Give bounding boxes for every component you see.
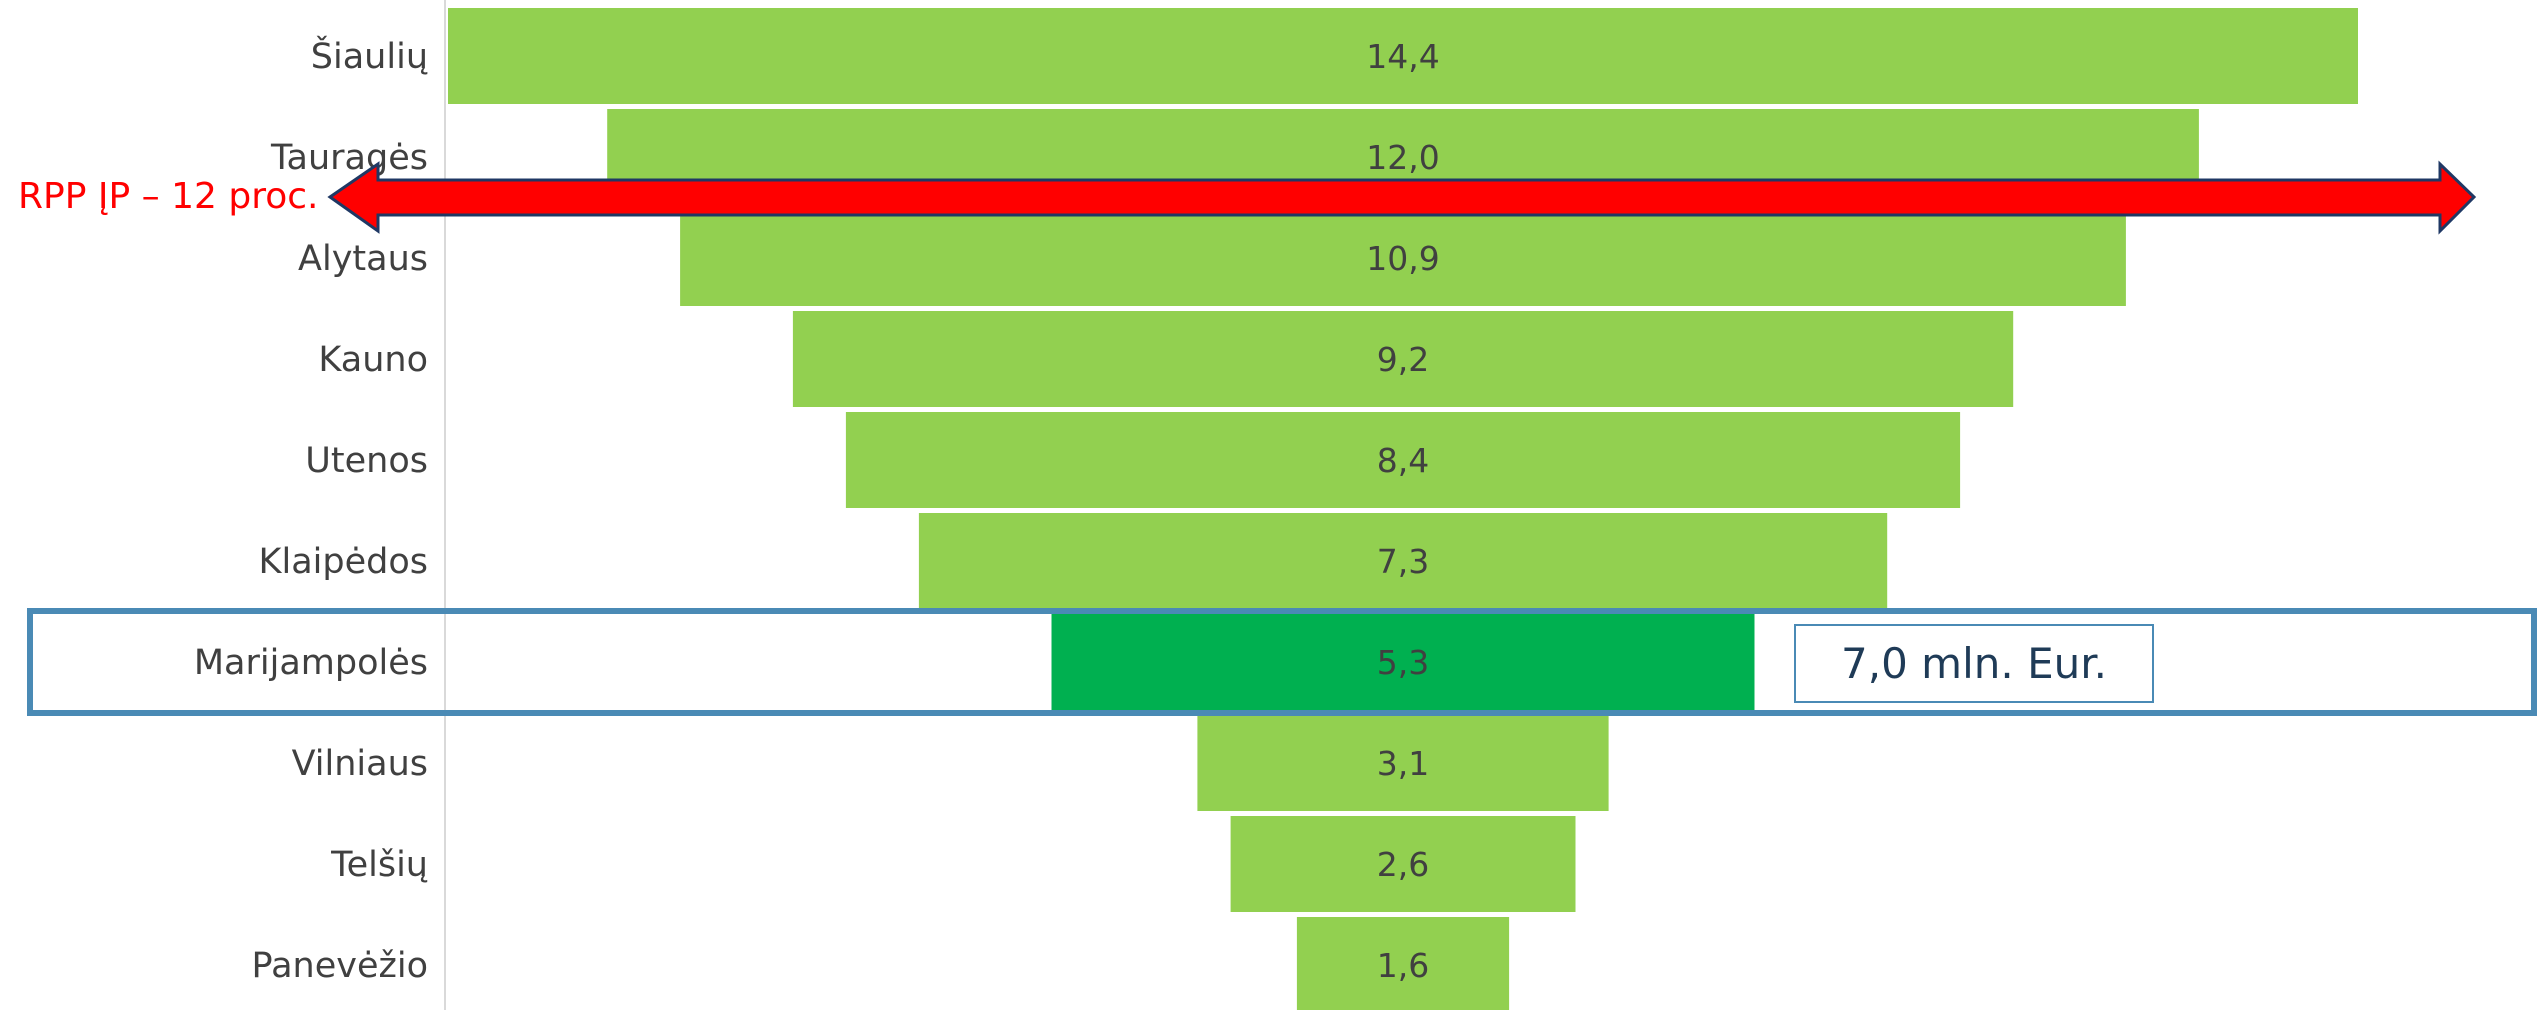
category-label: Utenos	[305, 441, 428, 481]
bar-10	[1296, 917, 1510, 1010]
highlight-row-box	[27, 608, 2537, 716]
category-label: Vilniaus	[292, 744, 428, 784]
bar-value-label: 7,3	[1377, 542, 1429, 581]
category-label: Kauno	[318, 340, 428, 380]
bar-value-label: 2,6	[1377, 845, 1429, 884]
bars-layer: 14,4 12,0 10,9 9,2 8,4 7,3 5,3 3,1 2,6 1,6	[448, 8, 2358, 1010]
bar-9	[1230, 816, 1576, 912]
category-label: Telšių	[330, 845, 428, 885]
callout-text: 7,0 mln. Eur.	[1841, 639, 2107, 688]
bar-8	[1197, 715, 1609, 811]
bar-value-label: 14,4	[1366, 37, 1439, 76]
category-label: Klaipėdos	[259, 542, 428, 582]
bar-value-label: 5,3	[1377, 643, 1429, 682]
category-label: Panevėžio	[252, 946, 428, 986]
category-label: Šiaulių	[311, 35, 428, 77]
category-label: Tauragės	[270, 138, 428, 178]
category-label: Alytaus	[298, 239, 428, 279]
bar-3	[680, 210, 2126, 306]
bar-value-label: 12,0	[1366, 138, 1439, 177]
bar-value-label: 8,4	[1377, 441, 1429, 480]
bar-value-label: 10,9	[1366, 239, 1439, 278]
reference-arrow-label: RPP ĮP – 12 proc.	[18, 176, 318, 217]
reference-arrow: RPP ĮP – 12 proc.	[18, 160, 2477, 235]
category-label: Marijampolės	[194, 643, 428, 683]
category-labels: Šiaulių Tauragės Alytaus Kauno Utenos Klaipėd…	[194, 35, 428, 986]
bar-6	[918, 513, 1888, 609]
bar-value-label: 3,1	[1377, 744, 1429, 783]
bar-7	[1051, 614, 1755, 710]
bar-value-label: 9,2	[1377, 340, 1429, 379]
bar-value-label: 1,6	[1377, 946, 1429, 985]
bar-4	[792, 311, 2014, 407]
bar-5	[845, 412, 1961, 508]
bar-1	[448, 8, 2358, 104]
callout-box: 7,0 mln. Eur.	[1794, 624, 2154, 703]
